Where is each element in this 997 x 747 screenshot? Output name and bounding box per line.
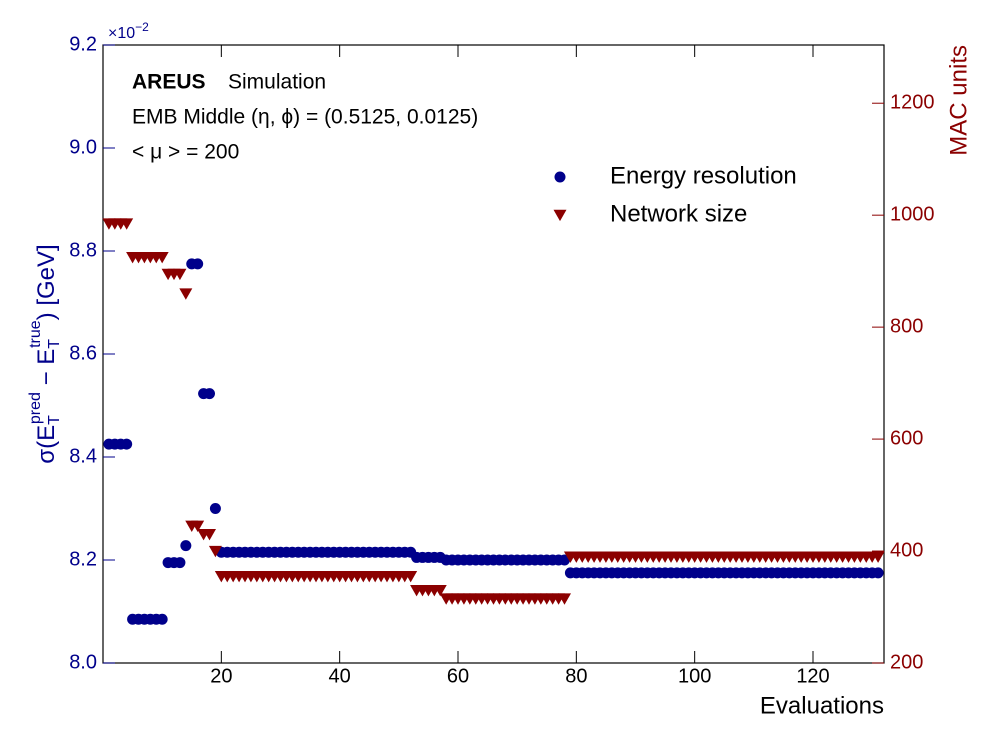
- triangle-marker: [433, 585, 447, 597]
- y2-tick-label: 1200: [890, 91, 935, 113]
- y-label-part: σ(E: [33, 425, 60, 464]
- y2-tick-label: 800: [890, 315, 923, 337]
- x-axis-label: Evaluations: [760, 692, 884, 719]
- y2-tick-label: 400: [890, 539, 923, 561]
- y-tick-label: 8.6: [69, 342, 97, 364]
- triangle-marker: [871, 551, 885, 563]
- triangle-marker: [179, 288, 193, 300]
- circle-marker: [209, 503, 221, 514]
- triangle-marker: [155, 251, 169, 264]
- annotation: EMB Middle (η, ϕ) = (0.5125, 0.0125): [132, 106, 478, 129]
- triangle-marker: [208, 545, 222, 558]
- triangle-marker: [404, 571, 418, 583]
- y-tick-label: 9.2: [69, 33, 97, 55]
- y-label-sup: pred: [27, 392, 44, 424]
- x-tick-label: 60: [447, 665, 469, 687]
- y-label-part: ) [GeV]: [33, 244, 60, 320]
- triangle-marker: [120, 218, 134, 230]
- circle-marker: [174, 557, 186, 569]
- y-offset-base: ×10: [108, 25, 135, 42]
- y-label-sub: T: [46, 339, 63, 349]
- circle-marker: [192, 258, 204, 270]
- y2-tick-label: 1000: [890, 203, 935, 225]
- annotation: AREUS: [132, 71, 206, 94]
- y-label-sup: true: [27, 320, 44, 348]
- x-tick-label: 100: [678, 665, 711, 687]
- circle-marker: [121, 438, 133, 450]
- triangle-marker: [191, 520, 205, 533]
- x-tick-label: 120: [796, 665, 829, 687]
- legend-label: Network size: [610, 200, 747, 227]
- circle-marker: [204, 388, 215, 400]
- legend-marker: [554, 171, 566, 183]
- circle-marker: [156, 613, 168, 625]
- legend-label: Energy resolution: [610, 162, 797, 189]
- x-tick-label: 80: [565, 665, 587, 687]
- y-tick-label: 8.0: [69, 651, 97, 673]
- y2-axis-label: MAC units: [945, 45, 972, 156]
- y-tick-label: 9.0: [69, 136, 97, 158]
- y-axis-label: σ(ETpred − ETtrue) [GeV]: [27, 244, 63, 463]
- triangle-marker: [203, 529, 216, 541]
- y-offset: ×10−2: [108, 20, 149, 42]
- y-label-sub: T: [46, 415, 63, 425]
- annotation: Simulation: [228, 71, 326, 94]
- triangle-marker: [173, 268, 187, 281]
- y-offset-exp: −2: [135, 20, 149, 34]
- y2-tick-label: 600: [890, 427, 923, 449]
- legend-marker: [553, 209, 567, 222]
- y-tick-label: 8.2: [69, 548, 97, 570]
- x-tick-label: 20: [210, 665, 232, 687]
- triangle-marker: [558, 593, 571, 605]
- annotation: < μ > = 200: [132, 141, 239, 164]
- circle-marker: [872, 567, 884, 579]
- circle-marker: [180, 540, 192, 552]
- y2-tick-label: 200: [890, 651, 923, 673]
- y-label-part: − E: [33, 349, 60, 392]
- y-tick-label: 8.4: [69, 445, 97, 467]
- y-tick-label: 8.8: [69, 239, 97, 261]
- x-tick-label: 40: [329, 665, 351, 687]
